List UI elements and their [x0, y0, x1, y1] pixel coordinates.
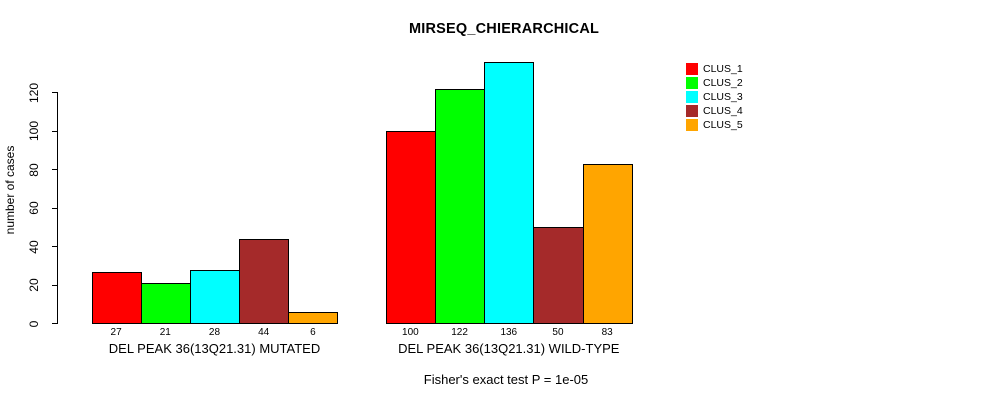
y-tick-mark — [52, 246, 58, 247]
legend-item-clus_3: CLUS_3 — [686, 90, 743, 104]
legend-label: CLUS_4 — [703, 105, 743, 117]
bar-clus_2-group1 — [140, 283, 191, 324]
legend-label: CLUS_3 — [703, 91, 743, 104]
bar-clus_4-group1 — [239, 238, 290, 324]
bar-value-label: 100 — [402, 327, 419, 338]
bar-clus_2-group2 — [435, 88, 486, 324]
y-tick-mark — [52, 207, 58, 209]
bar-clus_1-group1 — [91, 271, 142, 324]
legend-swatch-clus_4 — [686, 105, 698, 117]
bar-clus_1-group2 — [385, 131, 436, 324]
bar-clus_4-group2 — [533, 227, 584, 324]
y-tick-label: 80 — [26, 162, 41, 177]
legend-label: CLUS_2 — [703, 77, 743, 90]
y-tick-label: 100 — [26, 120, 41, 142]
y-tick-mark — [52, 130, 58, 132]
bar-clus_3-group1 — [189, 269, 241, 324]
legend-swatch-clus_3 — [686, 91, 698, 104]
y-tick-label: 120 — [26, 82, 41, 103]
bar-clus_3-group2 — [484, 61, 535, 324]
legend-item-clus_5: CLUS_5 — [686, 118, 743, 132]
bar-clus_5-group1 — [288, 311, 339, 324]
bar-value-label: 50 — [552, 327, 564, 338]
legend-label: CLUS_1 — [703, 63, 743, 76]
y-tick-mark — [52, 92, 58, 93]
y-tick-label: 40 — [26, 239, 41, 254]
bar-value-label: 44 — [258, 327, 270, 338]
annotation-text: Fisher's exact test P = 1e-05 — [423, 372, 589, 387]
y-tick-mark — [52, 323, 58, 324]
bar-value-label: 27 — [110, 327, 122, 338]
bar-value-label: 122 — [451, 327, 468, 338]
chart-title: MIRSEQ_CHIERARCHICAL — [408, 21, 600, 37]
bar-value-label: 136 — [500, 327, 518, 338]
y-tick-label: 60 — [26, 201, 41, 215]
y-tick-label: 0 — [26, 320, 41, 327]
group-label: DEL PEAK 36(13Q21.31) MUTATED — [108, 341, 321, 356]
bar-value-label: 83 — [601, 327, 613, 338]
bar-clus_5-group2 — [582, 163, 633, 324]
legend-swatch-clus_1 — [686, 63, 698, 76]
y-tick-mark — [52, 169, 58, 170]
bar-value-label: 21 — [159, 327, 171, 338]
y-tick-mark — [52, 284, 58, 286]
bar-value-label: 28 — [208, 327, 221, 338]
y-axis-title: number of cases — [3, 145, 17, 235]
y-tick-label: 20 — [26, 278, 41, 292]
legend-item-clus_1: CLUS_1 — [686, 62, 743, 76]
legend-swatch-clus_5 — [686, 118, 698, 131]
legend-item-clus_2: CLUS_2 — [686, 76, 743, 90]
group-label: DEL PEAK 36(13Q21.31) WILD-TYPE — [398, 341, 620, 356]
legend-item-clus_4: CLUS_4 — [686, 104, 743, 118]
legend-swatch-clus_2 — [686, 77, 698, 90]
legend-label: CLUS_5 — [703, 118, 743, 131]
bar-value-label: 6 — [310, 327, 316, 338]
